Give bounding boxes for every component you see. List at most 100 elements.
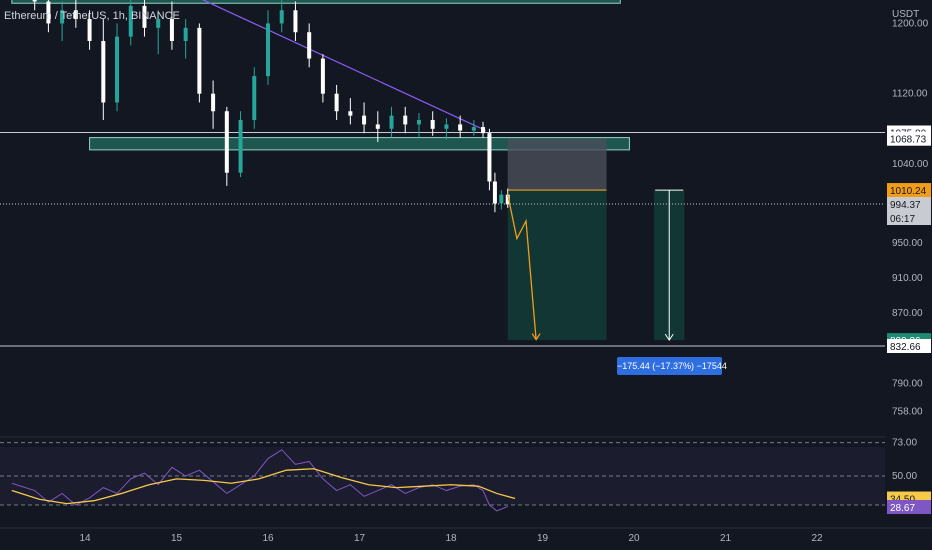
y-tick-label: 910.00 [892,273,923,284]
candle [115,23,120,112]
support-zone [89,137,630,151]
candle-body [307,32,312,59]
symbol-title: Ethereum / TetherUS, 1h, BINANCE [4,10,180,22]
tag-countdown-text: 06:17 [890,214,915,225]
candle [505,188,510,208]
candle [32,0,37,11]
tag-support-line-bg [887,339,931,353]
currency-label: USDT [892,9,920,20]
upper-resistance-zone [11,0,621,4]
candle-body [60,10,65,24]
tag-support-line-text: 832.66 [890,342,921,353]
candle [481,121,486,138]
candle-body [32,0,37,2]
tag-support-line: 832.66 [887,339,931,353]
y-tick-label: 950.00 [892,238,923,249]
candle [279,0,284,33]
candle-body [238,120,243,173]
candle [156,10,161,55]
x-tick-label: 15 [171,533,183,544]
candle [403,106,408,134]
candle-body [197,27,202,94]
candle [238,111,243,178]
candle-body [416,120,421,125]
candle-body [348,111,353,116]
tag-rsi: 28.67 [887,500,931,514]
tag-last-price-text: 994.37 [890,200,921,211]
tag-entry-bg [887,183,931,198]
candle [492,172,497,213]
x-tick-label: 20 [628,533,640,544]
candle-body [487,133,492,182]
candle-body [458,124,463,131]
candle-body [87,19,92,41]
candle-body [430,120,435,129]
measure-arrow-head [664,333,674,342]
candle-body [73,10,78,20]
candle [46,0,51,33]
candle-body [403,115,408,125]
candle-body [224,111,229,173]
candle [307,23,312,68]
candle-body [444,124,449,129]
tag-last-price: 994.37 06:17 [887,197,931,225]
candle [211,80,216,129]
candle [169,1,174,50]
candle-body [471,127,476,131]
candle [128,0,133,46]
y-tick-label: 1200.00 [892,18,929,29]
candle [266,10,270,85]
x-tick-label: 22 [811,533,823,544]
rsi-tick-label: 73.00 [892,438,917,449]
candle-body [128,5,133,37]
candle-body [101,40,106,103]
candle [224,106,229,186]
candle-body [375,124,380,129]
candle [142,0,147,37]
tag-rsi-bg [887,500,931,514]
candle-body [499,194,504,204]
candle [375,111,380,142]
candle-body [334,93,339,112]
candle [334,84,339,121]
y-tick-label: 1120.00 [892,89,928,100]
rsi-line [11,449,508,512]
candle [416,113,421,138]
price-axis [885,0,932,550]
candle [197,23,202,103]
candle-body [169,19,174,41]
candle-body [211,93,216,112]
projection-arrow [531,333,541,341]
candle-body [142,5,147,28]
candle [348,98,353,125]
candle [252,67,257,129]
x-tick-label: 21 [720,533,732,544]
tag-last-price-bg [887,197,931,225]
tag-support-zone-bg [887,131,931,146]
candle-body [115,36,120,103]
candle-body [320,58,325,94]
candle-body [362,115,367,125]
candle [87,10,92,50]
rsi-ma-line [11,468,516,505]
candle [101,19,106,121]
candle [458,115,463,138]
rsi-tick-label: 50.00 [892,471,917,482]
x-tick-label: 18 [445,533,457,544]
projection-path [507,194,537,340]
candle [362,102,367,134]
candle [293,1,298,41]
candle-body [492,181,497,204]
candle-body [481,127,486,134]
candle-body [505,194,510,205]
tag-support-zone-text: 1068.73 [890,135,927,146]
tag-rsi-text: 28.67 [890,503,915,514]
candle-body [183,27,188,41]
candle [60,1,65,41]
candle-body [252,76,257,121]
y-tick-label: 790.00 [892,378,923,389]
candle [389,106,394,138]
candle-body [266,23,270,77]
